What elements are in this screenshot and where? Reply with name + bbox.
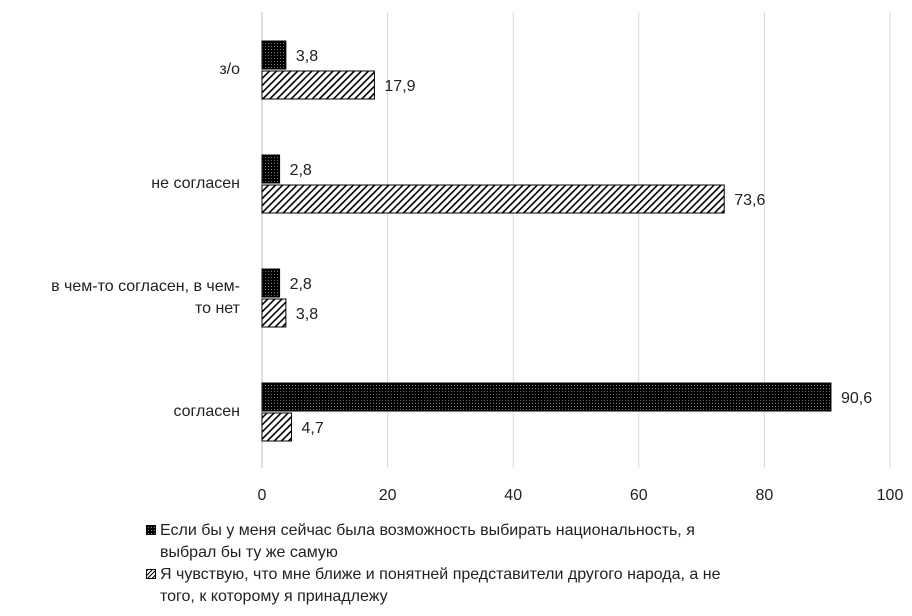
bar-series-2-cat-4 <box>261 412 293 442</box>
x-tick-label-60: 60 <box>630 487 648 504</box>
legend-label-series-1-line-2: выбрал бы ту же самую <box>160 544 338 561</box>
bar-series-1-cat-2 <box>261 154 281 184</box>
value-label-series-2-cat-4: 4,7 <box>302 420 324 437</box>
bar-chart: 0 20 40 60 80 100 з/о 3,8 17,9 не согласен 2,8 73,6… <box>51 12 903 504</box>
x-tick-label-80: 80 <box>756 487 774 504</box>
category-label-1: з/о <box>219 61 240 78</box>
bar-series-2-cat-2 <box>261 184 725 214</box>
value-label-series-2-cat-3: 3,8 <box>296 306 318 323</box>
legend-swatch-hatch <box>146 569 156 579</box>
category-label-3-line-1: в чем-то согласен, в чем- <box>51 278 240 295</box>
category-label-2: не согласен <box>151 175 240 192</box>
bar-series-1-cat-1 <box>261 40 287 70</box>
legend-label-series-2-line-1: Я чувствую, что мне ближе и понятней пре… <box>160 566 721 583</box>
legend-label-series-2-line-2: того, к которому я принадлежу <box>160 588 388 605</box>
legend-item-series-2: Я чувствую, что мне ближе и понятней пре… <box>146 564 886 608</box>
legend-label-series-1-line-1: Если бы у меня сейчас была возможность в… <box>160 522 695 539</box>
value-label-series-1-cat-4: 90,6 <box>841 390 872 407</box>
category-label-3-line-2: то нет <box>195 300 241 317</box>
legend-item-series-1: Если бы у меня сейчас была возможность в… <box>146 520 886 564</box>
bar-series-1-cat-3 <box>261 268 281 298</box>
value-label-series-1-cat-1: 3,8 <box>296 48 318 65</box>
bar-series-2-cat-3 <box>261 298 287 328</box>
category-label-4: согласен <box>173 403 240 420</box>
legend: Если бы у меня сейчас была возможность в… <box>146 520 886 608</box>
bars <box>261 40 832 442</box>
value-label-series-1-cat-2: 2,8 <box>290 162 312 179</box>
x-tick-label-40: 40 <box>504 487 522 504</box>
value-label-series-2-cat-2: 73,6 <box>734 192 765 209</box>
x-tick-label-100: 100 <box>877 487 904 504</box>
x-tick-label-20: 20 <box>379 487 397 504</box>
value-label-series-2-cat-1: 17,9 <box>384 78 415 95</box>
legend-swatch-dots <box>146 525 156 535</box>
value-label-series-1-cat-3: 2,8 <box>290 276 312 293</box>
x-tick-label-0: 0 <box>258 487 267 504</box>
bar-series-1-cat-4 <box>261 382 832 412</box>
bar-series-2-cat-1 <box>261 70 375 100</box>
labels: 0 20 40 60 80 100 з/о 3,8 17,9 не согласен 2,8 73,6… <box>51 48 903 504</box>
